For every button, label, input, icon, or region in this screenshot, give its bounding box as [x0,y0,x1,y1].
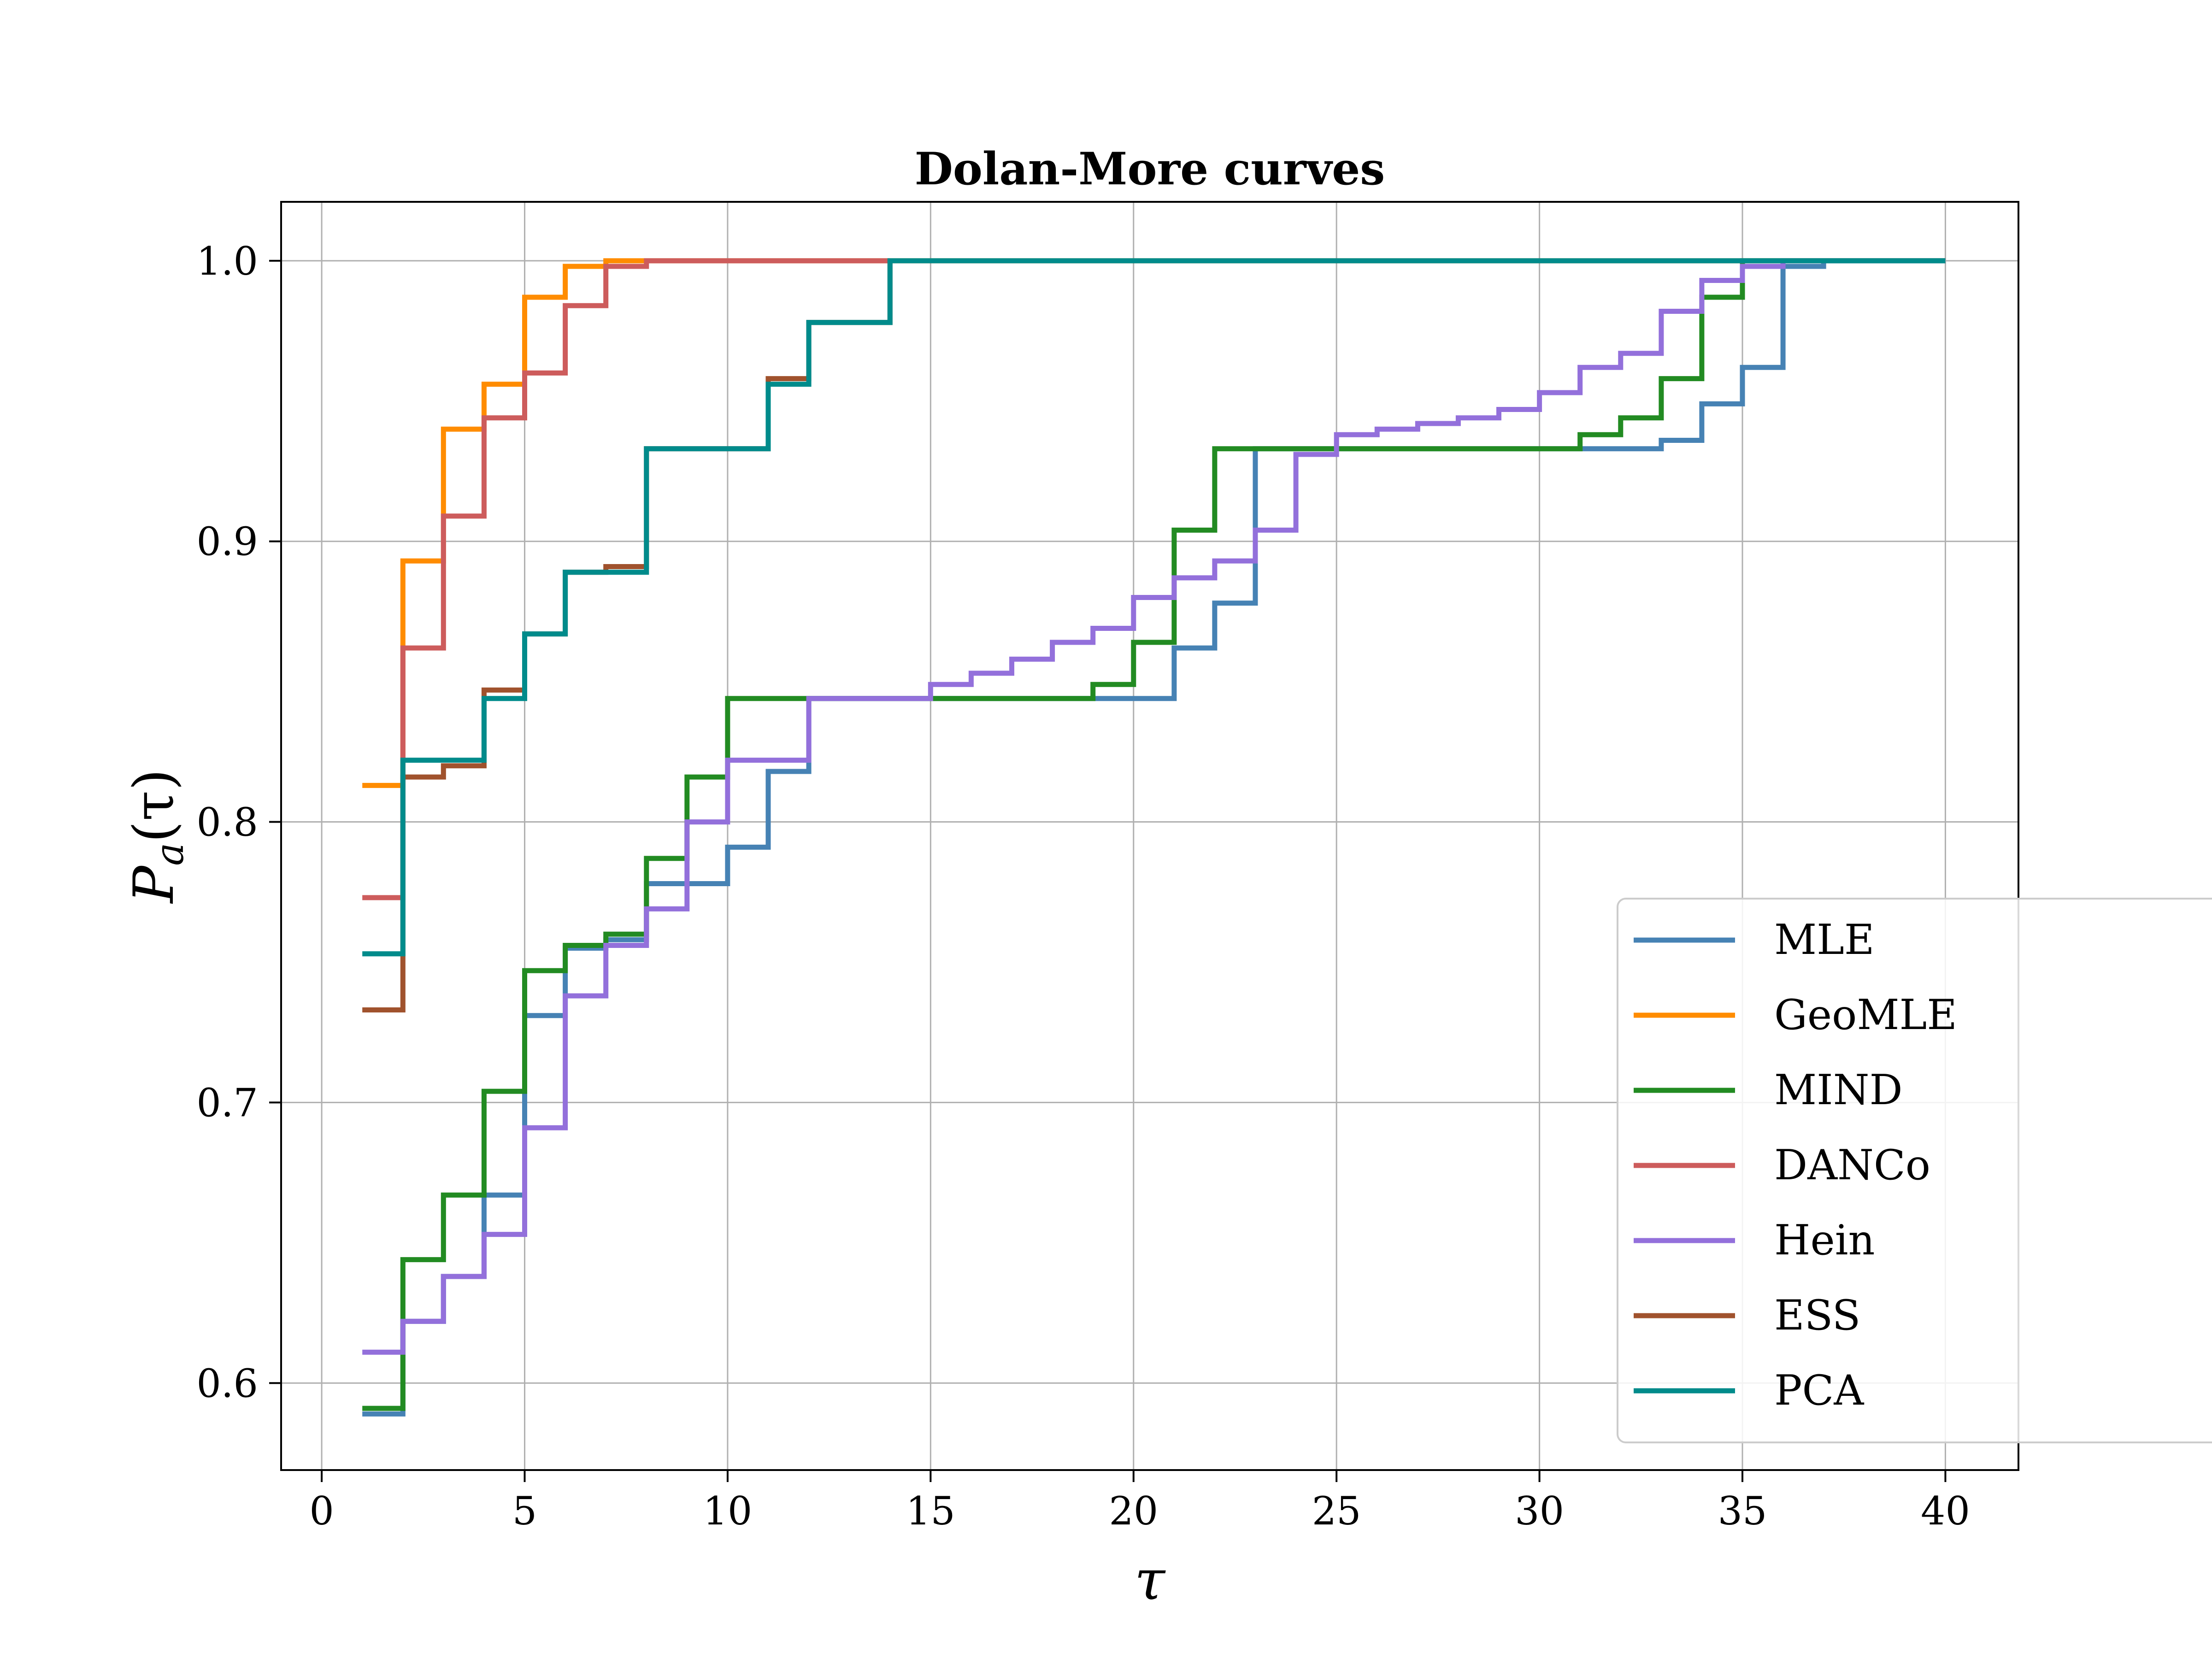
legend-label-danco: DANCo [1774,1141,1930,1189]
legend-box [1617,898,2212,1443]
y-axis-label-sub: a [147,843,192,866]
series-layer [362,258,1946,1417]
legend-label-pca: PCA [1774,1366,1864,1415]
series-line-pca [362,258,1946,957]
svg-text:Pa(τ): Pa(τ) [122,769,192,904]
series-line-hein [362,258,1946,1355]
x-tick-label: 5 [512,1488,537,1534]
legend: MLE GeoMLE MIND DANCo Hein ESS PCA [1617,898,2212,1443]
x-tick-label: 0 [309,1488,334,1534]
x-tick-label: 40 [1921,1488,1970,1534]
x-tick-label: 30 [1515,1488,1564,1534]
y-axis: 0.6 0.7 0.8 0.9 1.0 [196,239,281,1406]
y-tick-label: 0.7 [196,1080,258,1125]
legend-label-ess: ESS [1774,1291,1860,1340]
legend-label-geomle: GeoMLE [1774,991,1957,1039]
plot-frame [280,201,2019,1471]
chart-title: Dolan-More curves [915,143,1385,195]
y-tick-label: 0.9 [196,519,258,565]
x-axis: 0 5 10 15 20 25 30 35 40 [309,1470,1970,1534]
x-axis-label: τ [1135,1548,1166,1612]
x-tick-label: 35 [1718,1488,1767,1534]
y-tick-label: 0.8 [196,800,258,845]
y-tick-label: 1.0 [196,239,258,284]
legend-label-mle: MLE [1774,916,1875,964]
legend-label-hein: Hein [1774,1216,1875,1265]
y-axis-label-arg: (τ) [122,769,186,843]
y-axis-label: Pa(τ) [122,769,192,904]
series-line-mind [362,258,1946,1411]
x-tick-label: 15 [906,1488,955,1534]
x-tick-label: 20 [1109,1488,1158,1534]
series-line-danco [362,258,890,900]
x-tick-label: 10 [703,1488,752,1534]
legend-label-mind: MIND [1774,1066,1903,1114]
x-tick-label: 25 [1312,1488,1361,1534]
y-tick-label: 0.6 [196,1361,258,1406]
y-axis-label-base: P [122,865,186,904]
